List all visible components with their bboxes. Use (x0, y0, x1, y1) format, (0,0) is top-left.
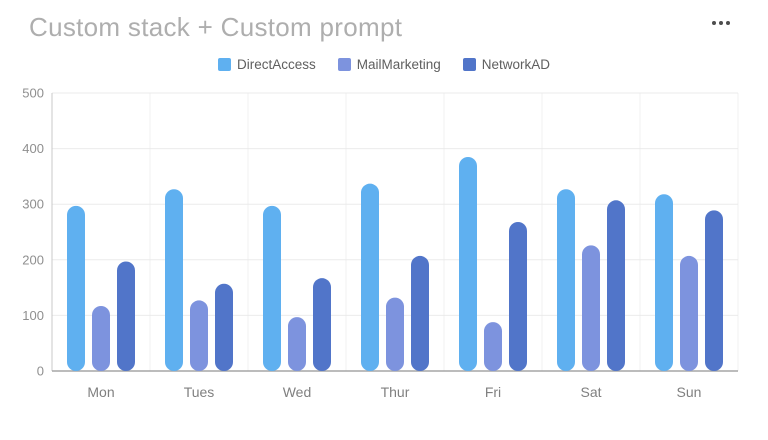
legend-item-NetworkAD[interactable]: NetworkAD (462, 57, 551, 72)
bar-DirectAccess-Fri (459, 156, 477, 371)
x-axis-label: Tues (184, 384, 215, 400)
bar-MailMarketing-Fri (484, 322, 502, 371)
chart-title: Custom stack + Custom prompt (29, 12, 403, 42)
bar-MailMarketing-Wed (288, 317, 306, 371)
bar-DirectAccess-Tues (165, 189, 183, 371)
legend-label: DirectAccess (236, 57, 316, 72)
x-axis-label: Mon (87, 384, 114, 400)
bar-MailMarketing-Sun (680, 255, 698, 371)
bar-MailMarketing-Thur (386, 297, 404, 371)
y-axis-label: 300 (22, 197, 44, 212)
legend-label: MailMarketing (356, 57, 441, 72)
legend-swatch (337, 58, 351, 71)
bar-NetworkAD-Tues (215, 283, 233, 371)
more-options-icon (719, 21, 723, 25)
bar-NetworkAD-Fri (509, 221, 527, 371)
more-options-icon (712, 21, 716, 25)
bar-NetworkAD-Mon (117, 261, 135, 371)
more-options-icon (726, 21, 730, 25)
bar-DirectAccess-Wed (263, 205, 281, 371)
more-options-button[interactable] (704, 10, 738, 36)
x-axis-label: Sun (677, 384, 702, 400)
bar-MailMarketing-Sat (582, 245, 600, 371)
y-axis-label: 400 (22, 141, 44, 156)
bar-DirectAccess-Thur (361, 183, 379, 371)
x-axis-label: Thur (381, 384, 410, 400)
y-axis-label: 500 (22, 86, 44, 101)
bar-NetworkAD-Wed (313, 278, 331, 371)
y-axis-label: 0 (37, 364, 44, 379)
bar-NetworkAD-Sun (705, 210, 723, 371)
legend-swatch (217, 58, 231, 71)
legend-label: NetworkAD (481, 57, 551, 72)
x-axis-label: Wed (283, 384, 312, 400)
y-axis-label: 100 (22, 308, 44, 323)
x-axis-label: Fri (485, 384, 501, 400)
x-axis-label: Sat (580, 384, 601, 400)
bar-MailMarketing-Mon (92, 305, 110, 371)
legend-swatch (462, 58, 476, 71)
bar-DirectAccess-Sun (655, 194, 673, 371)
bar-DirectAccess-Sat (557, 189, 575, 371)
bar-MailMarketing-Tues (190, 300, 208, 371)
bar-NetworkAD-Thur (411, 255, 429, 371)
bar-NetworkAD-Sat (607, 200, 625, 371)
legend: DirectAccess MailMarketing NetworkAD (0, 57, 768, 72)
legend-item-DirectAccess[interactable]: DirectAccess (217, 57, 316, 72)
y-axis-label: 200 (22, 252, 44, 267)
bar-DirectAccess-Mon (67, 205, 85, 371)
legend-item-MailMarketing[interactable]: MailMarketing (337, 57, 441, 72)
